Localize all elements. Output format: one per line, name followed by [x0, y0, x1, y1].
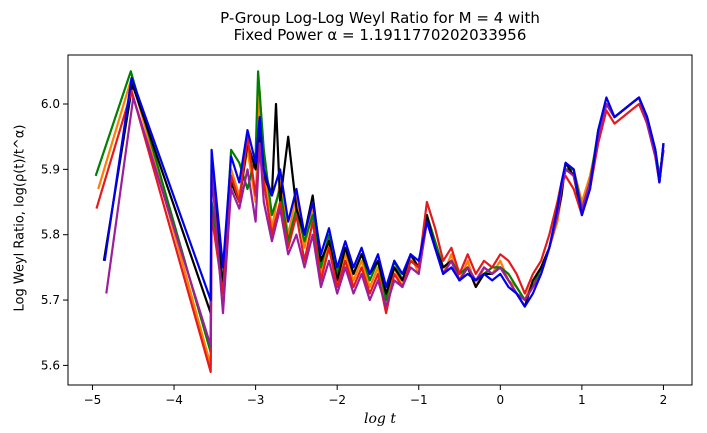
- y-axis-ticks: 5.6 5.7 5.8 5.9 6.0: [41, 97, 68, 372]
- series-line-6: [103, 76, 665, 308]
- x-tick-label-2: −3: [247, 393, 265, 407]
- y-tick-label-3: 5.9: [41, 162, 60, 176]
- y-tick-label-4: 6.0: [41, 97, 60, 111]
- y-tick-label-1: 5.7: [41, 293, 60, 307]
- y-tick-label-0: 5.6: [41, 358, 60, 372]
- y-tick-label-2: 5.8: [41, 228, 60, 242]
- x-tick-label-4: −1: [410, 393, 428, 407]
- chart-title: P-Group Log-Log Weyl Ratio for M = 4 wit…: [220, 9, 540, 27]
- y-axis-label: Log Weyl Ratio, log(ρ(t)/t^α): [12, 124, 28, 312]
- plot-frame: [67, 54, 693, 386]
- x-tick-label-0: −5: [84, 393, 102, 407]
- x-tick-label-3: −2: [328, 393, 346, 407]
- chart-subtitle: Fixed Power α = 1.1911770202033956: [233, 26, 527, 44]
- x-tick-label-1: −4: [165, 393, 183, 407]
- x-tick-label-7: 2: [660, 393, 668, 407]
- x-axis-label: log t: [364, 411, 396, 427]
- series-line-2: [94, 70, 665, 354]
- series-lines: [94, 70, 665, 373]
- x-tick-label-6: 1: [578, 393, 586, 407]
- series-line-4: [95, 89, 665, 373]
- x-axis-ticks: −5 −4 −3 −2 −1 0 1 2: [84, 385, 668, 407]
- x-tick-label-5: 0: [496, 393, 504, 407]
